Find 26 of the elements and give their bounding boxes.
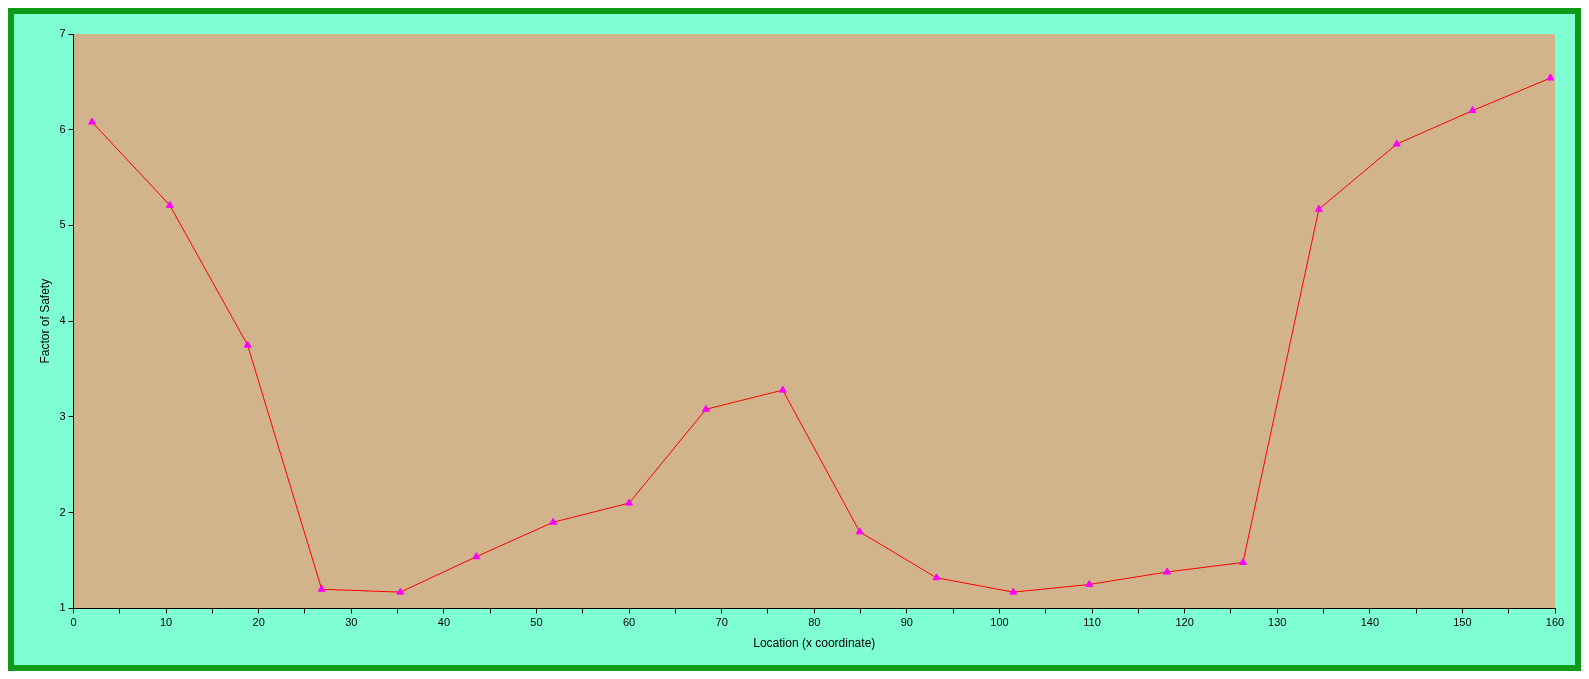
- x-tick-label: 120: [1175, 616, 1194, 629]
- x-tick-label: 20: [252, 616, 265, 629]
- x-tick-label: 50: [530, 616, 543, 629]
- x-tick-label: 150: [1453, 616, 1472, 629]
- y-tick-label: 6: [59, 122, 66, 135]
- y-tick-label: 5: [59, 218, 66, 231]
- y-tick-label: 2: [59, 505, 66, 518]
- x-tick-label: 10: [159, 616, 173, 629]
- x-tick-label: 70: [715, 616, 728, 629]
- x-tick-label: 140: [1360, 616, 1379, 629]
- y-tick-label: 4: [59, 314, 66, 327]
- x-tick-label: 160: [1545, 616, 1565, 629]
- y-axis-title: Factor of Safety: [37, 278, 52, 364]
- x-tick-label: 30: [345, 616, 358, 629]
- y-tick-label: 3: [59, 409, 66, 422]
- y-tick-label: 7: [59, 27, 66, 40]
- x-axis-title: Location (x coordinate): [753, 636, 876, 651]
- x-tick-label: 0: [70, 616, 77, 629]
- x-tick-label: 90: [900, 616, 913, 629]
- x-tick-label: 110: [1083, 616, 1101, 629]
- x-tick-label: 60: [622, 616, 636, 629]
- x-tick-label: 40: [437, 616, 451, 629]
- x-tick-label: 130: [1268, 616, 1287, 629]
- x-tick-label: 100: [990, 616, 1009, 629]
- x-tick-label: 80: [808, 616, 821, 629]
- y-tick-label: 1: [59, 601, 66, 614]
